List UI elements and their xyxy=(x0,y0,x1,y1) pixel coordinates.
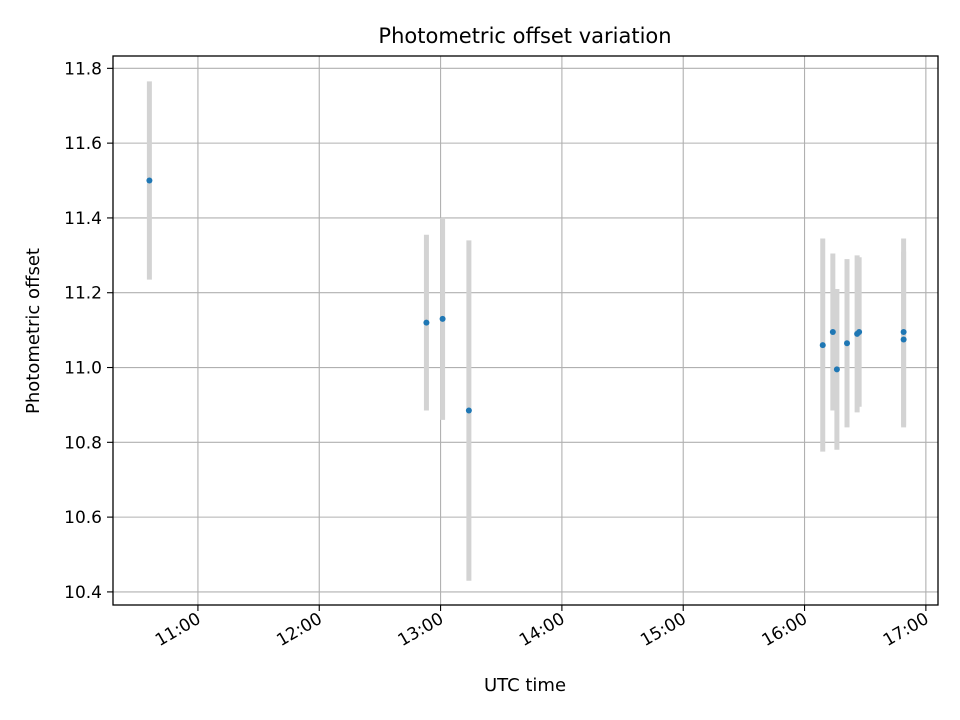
x-tick-label: 11:00 xyxy=(152,609,204,651)
data-point xyxy=(900,328,907,335)
x-axis-label: UTC time xyxy=(484,675,566,696)
chart-title: Photometric offset variation xyxy=(378,24,671,48)
y-axis-ticks: 10.4 10.6 10.8 11.0 11.2 11.4 11.6 11.8 xyxy=(64,59,113,603)
x-tick-label: 15:00 xyxy=(637,609,689,651)
data-point xyxy=(465,407,472,414)
data-point xyxy=(833,366,840,373)
x-tick-label: 12:00 xyxy=(273,609,325,651)
x-axis-ticks: 11:00 12:00 13:00 14:00 15:00 16:00 17:00 xyxy=(152,605,932,651)
y-tick-label: 11.0 xyxy=(64,359,102,379)
x-tick-label: 16:00 xyxy=(759,609,811,651)
y-tick-label: 10.6 xyxy=(64,508,102,528)
x-tick-label: 14:00 xyxy=(516,609,568,651)
y-tick-label: 10.8 xyxy=(64,433,102,453)
data-points xyxy=(146,177,907,414)
plot-frame xyxy=(112,55,939,606)
x-tick-label: 17:00 xyxy=(880,609,932,651)
data-point xyxy=(439,315,446,322)
x-tick-label: 13:00 xyxy=(395,609,447,651)
y-tick-label: 11.6 xyxy=(64,134,102,154)
y-axis-label: Photometric offset xyxy=(23,248,44,414)
error-bars xyxy=(146,81,907,581)
data-point xyxy=(856,328,863,335)
data-point xyxy=(423,319,430,326)
data-point xyxy=(900,336,907,343)
y-tick-label: 11.2 xyxy=(64,284,102,304)
y-tick-label: 11.4 xyxy=(64,209,102,229)
grid xyxy=(113,56,938,605)
data-point xyxy=(844,340,851,347)
y-tick-label: 10.4 xyxy=(64,583,102,603)
data-point xyxy=(819,342,826,349)
data-point xyxy=(829,328,836,335)
y-tick-label: 11.8 xyxy=(64,59,102,79)
data-point xyxy=(146,177,153,184)
